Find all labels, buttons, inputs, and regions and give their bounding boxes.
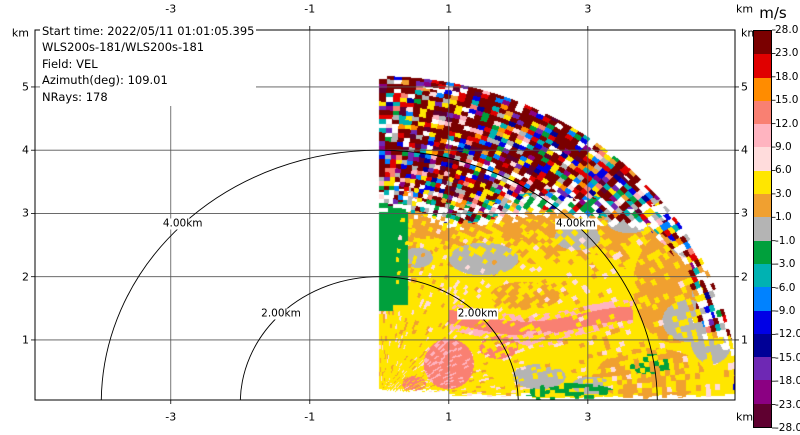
y-tick-label-left: 1: [22, 333, 29, 347]
colorbar: [753, 30, 772, 428]
colorbar-segment: [754, 77, 771, 101]
colorbar-tick-label: -1.0: [775, 234, 796, 247]
x-tick-label-bottom: 3: [584, 410, 592, 424]
colorbar-tick-label: 6.0: [775, 164, 792, 177]
colorbar-segment: [754, 100, 771, 125]
x-tick-label-bottom: 1: [445, 410, 453, 424]
y-tick-label-right: 3: [741, 206, 748, 220]
x-tick-label-top: -1: [304, 2, 316, 16]
colorbar-tick-label: 9.0: [775, 141, 792, 154]
colorbar-tick-label: -28.0: [775, 422, 800, 434]
colorbar-segment: [754, 240, 771, 264]
range-ring-label: 2.00km: [260, 307, 302, 320]
colorbar-tick-label: 18.0: [775, 70, 799, 83]
scan-nrays: NRays: 178: [42, 89, 108, 104]
colorbar-tick-label: -12.0: [775, 328, 800, 341]
x-tick-label-top: -3: [165, 2, 177, 16]
colorbar-segment: [754, 333, 771, 358]
colorbar-segment: [754, 147, 771, 171]
range-ring-label: 4.00km: [161, 217, 204, 230]
y-tick-label-left: 2: [22, 270, 29, 284]
colorbar-segment: [754, 380, 771, 404]
colorbar-tick-label: 1.0: [775, 211, 792, 224]
colorbar-segment: [754, 287, 771, 311]
y-tick-label-right: 1: [741, 333, 748, 347]
colorbar-tick-label: 3.0: [775, 187, 792, 200]
y-tick-label-right: 5: [741, 80, 748, 94]
x-tick-label-top: 1: [445, 2, 453, 16]
scan-start-time: Start time: 2022/05/11 01:01:05.395: [42, 24, 255, 38]
colorbar-segment: [754, 403, 771, 428]
y-tick-label-right: 4: [741, 143, 748, 157]
x-tick-label-bottom: -3: [165, 410, 177, 424]
x-tick-label-bottom: -1: [304, 410, 316, 424]
colorbar-tick-label: -3.0: [775, 258, 796, 271]
colorbar-segment: [754, 217, 771, 241]
y-tick-label-left: 5: [22, 80, 29, 94]
colorbar-tick-label: -23.0: [775, 398, 800, 411]
y-axis-unit-left: km: [11, 26, 29, 40]
colorbar-tick-label: -18.0: [775, 375, 800, 388]
colorbar-segment: [754, 357, 771, 381]
colorbar-segment: [754, 194, 771, 218]
colorbar-segment: [754, 170, 771, 195]
scan-field: Field: VEL: [42, 56, 98, 71]
x-tick-label-top: 3: [584, 2, 592, 16]
scan-instrument: WLS200s-181/WLS200s-181: [42, 40, 205, 55]
scan-info-overlay: Start time: 2022/05/11 01:01:05.395 WLS2…: [40, 22, 257, 107]
y-tick-label-left: 4: [22, 143, 29, 157]
colorbar-segment: [754, 263, 771, 288]
range-ring-label: 4.00km: [555, 217, 597, 230]
colorbar-ticks: [772, 29, 776, 429]
colorbar-tick-label: -15.0: [775, 351, 800, 364]
colorbar-segment: [754, 54, 771, 78]
colorbar-segment: [754, 31, 771, 55]
range-ring-label: 2.00km: [456, 307, 499, 320]
colorbar-tick-label: -9.0: [775, 304, 796, 317]
colorbar-tick-label: 23.0: [775, 47, 799, 60]
y-tick-label-right: 2: [741, 270, 748, 284]
colorbar-tick-label: 12.0: [775, 117, 799, 130]
x-axis-unit-top: km: [736, 2, 754, 16]
colorbar-tick-label: 15.0: [775, 94, 799, 107]
colorbar-segment: [754, 124, 771, 148]
colorbar-title: m/s: [759, 4, 787, 22]
x-axis-unit-bottom: km: [736, 410, 754, 424]
colorbar-tick-label: 28.0: [775, 24, 799, 36]
scan-azimuth: Azimuth(deg): 109.01: [42, 73, 168, 88]
colorbar-segment: [754, 310, 771, 334]
colorbar-tick-label: -6.0: [775, 281, 796, 294]
y-tick-label-left: 3: [22, 206, 29, 220]
